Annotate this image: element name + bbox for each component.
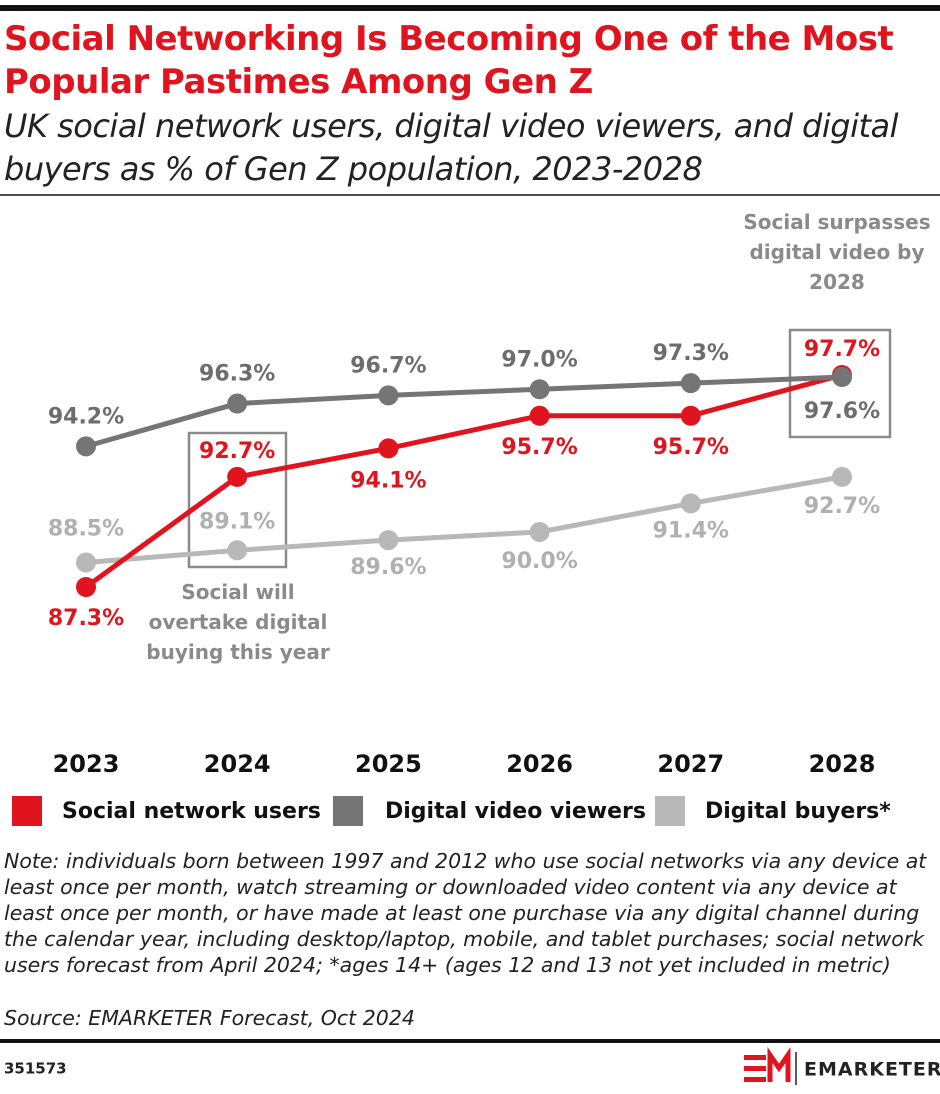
data-point <box>227 540 248 561</box>
data-point <box>227 466 248 487</box>
top-bar <box>0 5 940 11</box>
data-point <box>529 405 550 426</box>
data-label: 90.0% <box>501 549 577 574</box>
annotation: Social surpasses digital video by 2028 <box>743 210 931 294</box>
data-label: 97.0% <box>501 347 577 372</box>
data-point <box>76 436 96 457</box>
data-point <box>378 530 399 551</box>
legend-label: Digital buyers* <box>705 799 891 824</box>
logo <box>744 1046 797 1085</box>
x-tick-label: 2028 <box>809 750 876 778</box>
annotation: Social will overtake digital buying this… <box>146 580 330 664</box>
data-point <box>680 373 701 394</box>
brand: EMARKETER <box>804 1059 940 1081</box>
x-tick-label: 2027 <box>657 750 724 778</box>
data-label: 89.1% <box>199 509 275 534</box>
legend-label: Digital video viewers <box>385 799 646 824</box>
x-tick-label: 2026 <box>506 750 573 778</box>
x-tick-label: 2024 <box>204 750 271 778</box>
x-tick-label: 2025 <box>355 750 422 778</box>
data-label: 92.7% <box>804 494 880 519</box>
data-point <box>76 552 96 573</box>
annotation-box <box>187 431 288 569</box>
data-label: 96.7% <box>350 353 426 378</box>
x-tick-label: 2023 <box>53 750 120 778</box>
data-point <box>529 521 550 542</box>
data-point <box>832 367 852 388</box>
note: Note: individuals born between 1997 and … <box>4 849 927 977</box>
legend-swatch <box>12 796 42 826</box>
legend-swatch <box>333 796 363 826</box>
data-point <box>529 379 550 400</box>
data-label: 88.5% <box>48 517 124 542</box>
data-label: 97.7% <box>804 337 880 362</box>
data-point <box>832 466 852 487</box>
data-point <box>76 577 96 597</box>
source: Source: EMARKETER Forecast, Oct 2024 <box>4 1006 415 1030</box>
data-label: 89.6% <box>350 555 426 580</box>
series-line <box>85 374 843 449</box>
data-label: 97.3% <box>653 341 729 366</box>
chart-id: 351573 <box>4 1060 67 1078</box>
data-label: 95.7% <box>653 435 729 460</box>
annotation-box <box>788 328 892 439</box>
data-label: 94.2% <box>48 404 124 429</box>
legend-swatch <box>655 796 685 826</box>
data-label: 87.3% <box>48 606 124 631</box>
data-point <box>680 493 701 514</box>
data-point <box>378 438 399 459</box>
chart-subtitle: UK social network users, digital video v… <box>4 107 899 188</box>
data-label: 94.1% <box>350 468 426 493</box>
series-line <box>85 474 843 566</box>
data-label: 91.4% <box>653 518 729 543</box>
data-label: 96.3% <box>199 362 275 387</box>
data-point <box>378 385 399 406</box>
data-point <box>227 393 248 414</box>
data-label: 95.7% <box>501 435 577 460</box>
series-line <box>84 372 843 590</box>
data-point <box>680 405 701 426</box>
legend-label: Social network users <box>62 799 321 824</box>
data-label: 97.6% <box>804 399 880 424</box>
chart-title: Social Networking Is Becoming One of the… <box>4 19 894 102</box>
data-label: 92.7% <box>199 439 275 464</box>
